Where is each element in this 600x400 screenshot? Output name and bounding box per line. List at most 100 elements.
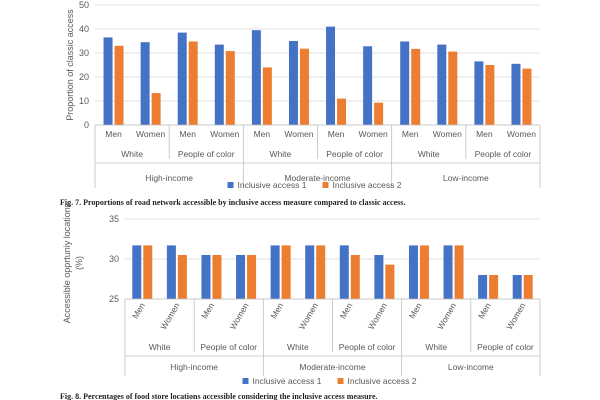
y-tick-label: 10 [79, 96, 89, 106]
x-tick-gender: Men [254, 129, 271, 139]
bar-inclusive-access-1 [437, 44, 447, 125]
bar-inclusive-access-2 [411, 48, 421, 125]
legend-label: Inclusive access 2 [348, 376, 417, 386]
bar-inclusive-access-2 [523, 275, 533, 299]
y-tick-label: 30 [79, 48, 89, 58]
y-tick-label: 25 [109, 294, 119, 304]
x-tick-gender: Men [402, 129, 419, 139]
bar-inclusive-access-2 [281, 245, 291, 299]
chart-2: 25 30 35 Accessible opprtuniy locations (%) M… [60, 202, 541, 400]
bar-inclusive-access-2 [448, 51, 458, 126]
figure-caption: Fig. 7. Proportions of road network acce… [60, 198, 405, 207]
bar-inclusive-access-1 [140, 42, 150, 126]
y-tick-label: 35 [109, 214, 119, 224]
bar-inclusive-access-1 [166, 245, 176, 299]
x-tick-income: Low-income [448, 362, 494, 372]
bar-inclusive-access-1 [177, 32, 187, 125]
y-tick-label: 40 [79, 24, 89, 34]
x-tick-gender: Men [268, 301, 285, 321]
bar-inclusive-access-2 [177, 255, 187, 299]
x-tick-race: White [270, 149, 292, 159]
bar-inclusive-access-2 [114, 45, 124, 125]
bar-inclusive-access-2 [337, 98, 347, 125]
x-tick-race: White [425, 342, 447, 352]
x-tick-gender: Men [338, 301, 355, 321]
legend-swatch [227, 182, 234, 188]
bar-inclusive-access-1 [374, 255, 384, 299]
bar-inclusive-access-1 [326, 26, 336, 126]
x-tick-gender: Men [105, 129, 122, 139]
bar-inclusive-access-2 [454, 245, 464, 299]
bar-inclusive-access-1 [251, 30, 261, 126]
x-tick-gender: Men [179, 129, 196, 139]
x-tick-race: People of color [477, 342, 534, 352]
x-tick-gender: Women [433, 129, 462, 139]
x-tick-race: People of color [326, 149, 383, 159]
x-tick-gender: Women [228, 301, 251, 331]
bar-inclusive-access-1 [511, 63, 521, 125]
y-tick-label: 20 [79, 72, 89, 82]
bar-inclusive-access-1 [201, 255, 211, 299]
bar-inclusive-access-2 [419, 245, 429, 299]
bar-inclusive-access-2 [316, 245, 326, 299]
x-tick-race: People of color [475, 149, 532, 159]
x-tick-gender: Men [130, 301, 147, 321]
x-tick-gender: Women [284, 129, 313, 139]
legend-label: Inclusive access 1 [253, 376, 322, 386]
bar-inclusive-access-1 [214, 44, 224, 125]
bar-inclusive-access-1 [270, 245, 280, 299]
x-tick-race: People of color [339, 342, 396, 352]
x-tick-gender: Women [359, 129, 388, 139]
y-tick-label: 30 [109, 254, 119, 264]
y-axis-title: Proportion of classic access [65, 9, 75, 121]
x-tick-gender: Women [504, 301, 527, 331]
y-axis-title-unit: (%) [74, 256, 84, 270]
x-tick-race: People of color [178, 149, 235, 159]
x-tick-income: High-income [145, 173, 193, 183]
legend-swatch [242, 378, 249, 384]
x-tick-gender: Men [476, 301, 493, 321]
x-tick-gender: Women [158, 301, 181, 331]
x-tick-income: Low-income [443, 173, 489, 183]
legend-label: Inclusive access 2 [333, 180, 402, 190]
bar-inclusive-access-2 [247, 255, 257, 299]
x-tick-gender: Men [407, 301, 424, 321]
bar-inclusive-access-1 [305, 245, 315, 299]
bar-inclusive-access-1 [339, 245, 349, 299]
x-tick-race: People of color [200, 342, 257, 352]
bar-inclusive-access-2 [143, 245, 153, 299]
bar-inclusive-access-1 [288, 41, 298, 125]
legend-swatch [322, 182, 329, 188]
x-tick-income: Moderate-income [284, 173, 350, 183]
x-tick-gender: Men [476, 129, 493, 139]
x-tick-gender: Women [210, 129, 239, 139]
bar-inclusive-access-1 [443, 245, 453, 299]
x-tick-income: Moderate-income [299, 362, 365, 372]
bar-inclusive-access-2 [188, 41, 198, 126]
bar-inclusive-access-1 [512, 275, 522, 299]
x-tick-gender: Men [328, 129, 345, 139]
x-tick-race: White [418, 149, 440, 159]
bar-inclusive-access-2 [350, 255, 360, 299]
bar-inclusive-access-1 [400, 41, 410, 126]
x-tick-gender: Women [366, 301, 389, 331]
figure-caption: Fig. 8. Percentages of food store locati… [60, 392, 378, 400]
x-tick-race: White [149, 342, 171, 352]
bar-inclusive-access-2 [489, 275, 499, 299]
bar-inclusive-access-2 [225, 51, 235, 125]
y-tick-label: 0 [84, 120, 89, 130]
bar-inclusive-access-1 [363, 46, 373, 125]
bar-inclusive-access-1 [132, 245, 142, 299]
chart-1: 0 10 20 30 40 50 Proportion of classic access M… [60, 0, 541, 207]
x-tick-gender: Women [297, 301, 320, 331]
y-tick-label: 50 [79, 0, 89, 10]
legend-swatch [337, 378, 344, 384]
x-tick-race: White [287, 342, 309, 352]
bar-inclusive-access-1 [478, 275, 488, 299]
x-tick-gender: Women [136, 129, 165, 139]
x-tick-race: White [121, 149, 143, 159]
bar-inclusive-access-2 [299, 48, 309, 125]
bar-inclusive-access-2 [212, 255, 222, 299]
bar-inclusive-access-1 [474, 61, 484, 125]
